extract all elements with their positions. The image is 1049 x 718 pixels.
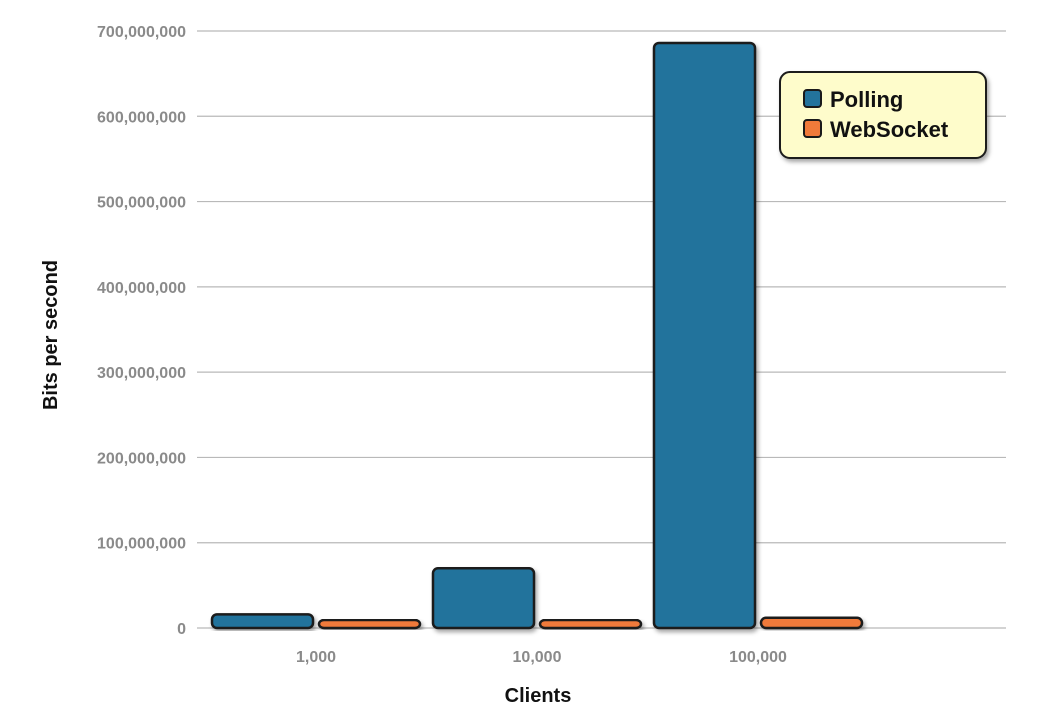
legend-box	[779, 71, 987, 159]
y-tick-label: 400,000,000	[97, 280, 186, 297]
legend: Polling WebSocket	[779, 71, 987, 159]
bar-websocket-0	[317, 618, 422, 630]
legend-label-polling: Polling	[830, 87, 903, 112]
x-axis-title: Clients	[505, 685, 572, 707]
gridlines	[197, 30, 1006, 629]
bar-polling-2	[652, 41, 757, 630]
x-tick-label: 100,000	[729, 649, 787, 666]
legend-swatch-websocket	[803, 119, 822, 138]
y-tick-label: 600,000,000	[97, 109, 186, 126]
y-axis-ticks: 0 100,000,000 200,000,000 300,000,000 400,00…	[97, 24, 186, 638]
y-axis-title: Bits per second	[40, 260, 62, 410]
x-tick-label: 10,000	[513, 649, 562, 666]
y-tick-label: 500,000,000	[97, 195, 186, 212]
legend-item-polling: Polling	[803, 87, 903, 112]
bar-polling-0	[210, 613, 315, 630]
x-tick-label: 1,000	[296, 649, 336, 666]
y-tick-label: 100,000,000	[97, 536, 186, 553]
legend-label-websocket: WebSocket	[830, 117, 949, 142]
legend-swatch-polling	[803, 89, 822, 108]
y-tick-label: 0	[177, 621, 186, 638]
bars	[210, 41, 864, 630]
x-axis-ticks: 1,000 10,000 100,000	[296, 649, 787, 666]
y-tick-label: 200,000,000	[97, 450, 186, 467]
bar-polling-1	[431, 567, 536, 630]
y-tick-label: 300,000,000	[97, 365, 186, 382]
legend-item-websocket: WebSocket	[803, 117, 949, 142]
bar-websocket-2	[759, 616, 864, 630]
y-tick-label: 700,000,000	[97, 24, 186, 41]
bar-websocket-1	[538, 618, 643, 630]
